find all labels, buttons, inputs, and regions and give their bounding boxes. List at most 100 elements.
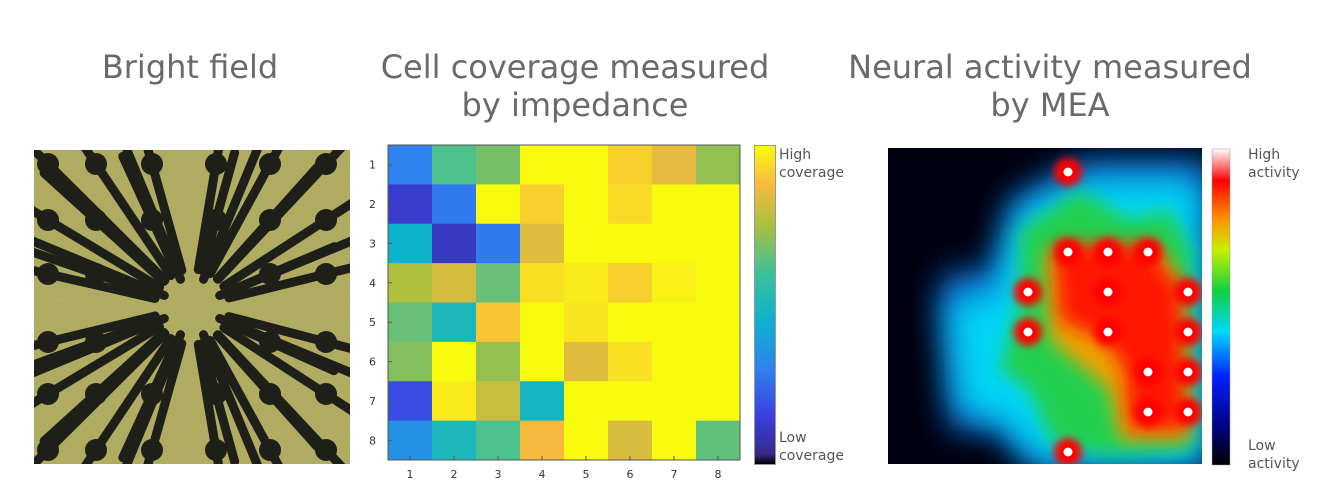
- mea-colorbar-high-label: High activity: [1248, 146, 1300, 182]
- impedance-colorbar-high-label: High coverage: [779, 146, 844, 182]
- bf-electrode-pad: [85, 439, 107, 461]
- heatmap-cell: [476, 302, 521, 343]
- bf-electrode-pad: [85, 263, 107, 285]
- bf-electrode-pad: [37, 209, 59, 231]
- impedance-y-ticks: 1 2 3 4 5 6 7 8: [369, 159, 392, 447]
- bf-electrode-pad: [85, 153, 107, 175]
- bf-electrode-pad: [315, 153, 337, 175]
- heatmap-cell: [652, 381, 697, 422]
- mea-hotspot-core: [1183, 367, 1193, 377]
- impedance-cells: [388, 145, 741, 461]
- heatmap-cell: [564, 184, 609, 225]
- heatmap-cell: [608, 302, 653, 343]
- heatmap-cell: [388, 145, 433, 185]
- heatmap-cell: [652, 302, 697, 343]
- mea-hotspot-core: [1143, 247, 1153, 257]
- mea-hotspot-core: [1183, 327, 1193, 337]
- heatmap-cell: [432, 184, 477, 225]
- heatmap-cell: [564, 223, 609, 264]
- bf-electrode-pad: [259, 439, 281, 461]
- bf-electrode-pad: [315, 209, 337, 231]
- mea-hotspot-core: [1103, 287, 1113, 297]
- y-tick-label: 8: [369, 434, 376, 447]
- heatmap-cell: [696, 381, 741, 422]
- heatmap-cell: [520, 381, 565, 422]
- mea-hotspot-core: [1063, 247, 1073, 257]
- bf-electrode-pad: [85, 331, 107, 353]
- bf-electrode-pad: [259, 209, 281, 231]
- heatmap-cell: [388, 223, 433, 264]
- heatmap-cell: [652, 263, 697, 304]
- x-tick-label: 2: [451, 468, 458, 481]
- y-tick-label: 4: [369, 277, 376, 290]
- mea-high-line1: High: [1248, 147, 1281, 163]
- bf-trace: [34, 314, 169, 378]
- bf-trace: [199, 150, 262, 284]
- bf-trace: [199, 330, 262, 464]
- heatmap-cell: [388, 420, 433, 461]
- x-tick-label: 6: [627, 468, 634, 481]
- bright-field-image: [34, 150, 350, 464]
- mea-title: Neural activity measured by MEA: [840, 48, 1260, 124]
- mea-hotspot-core: [1143, 367, 1153, 377]
- heatmap-cell: [652, 184, 697, 225]
- heatmap-cell: [388, 341, 433, 382]
- heatmap-cell: [520, 341, 565, 382]
- bf-trace: [34, 236, 169, 300]
- y-tick-label: 7: [369, 395, 376, 408]
- bf-electrode-pad: [37, 263, 59, 285]
- impedance-title: Cell coverage measured by impedance: [370, 48, 780, 124]
- heatmap-cell: [520, 420, 565, 461]
- x-tick-label: 5: [583, 468, 590, 481]
- mea-hotspot-core: [1103, 327, 1113, 337]
- heatmap-cell: [520, 145, 565, 185]
- bf-electrode-pad: [37, 331, 59, 353]
- heatmap-cell: [432, 420, 477, 461]
- heatmap-cell: [652, 145, 697, 185]
- bf-electrode-pad: [141, 383, 163, 405]
- bright-field-svg: [34, 150, 350, 464]
- heatmap-cell: [476, 263, 521, 304]
- bf-trace: [215, 236, 350, 300]
- mea-title-line2: by MEA: [990, 86, 1110, 124]
- bf-electrode-pad: [37, 153, 59, 175]
- mea-low-line1: Low: [1248, 438, 1276, 454]
- bf-electrode-pad: [205, 439, 227, 461]
- bf-trace: [122, 330, 185, 464]
- heatmap-cell: [608, 223, 653, 264]
- heatmap-cell: [476, 223, 521, 264]
- heatmap-cell: [564, 381, 609, 422]
- heatmap-cell: [520, 223, 565, 264]
- y-tick-label: 5: [369, 316, 376, 329]
- heatmap-cell: [476, 420, 521, 461]
- bf-trace: [215, 314, 350, 378]
- heatmap-cell: [608, 184, 653, 225]
- bf-electrodes: [37, 153, 337, 461]
- heatmap-cell: [652, 223, 697, 264]
- heatmap-cell: [388, 184, 433, 225]
- heatmap-cell: [388, 263, 433, 304]
- heatmap-cell: [476, 381, 521, 422]
- y-tick-label: 1: [369, 159, 376, 172]
- heatmap-cell: [388, 381, 433, 422]
- bf-electrode-pad: [259, 331, 281, 353]
- heatmap-cell: [564, 341, 609, 382]
- heatmap-cell: [388, 302, 433, 343]
- x-tick-label: 4: [539, 468, 546, 481]
- mea-activity-map: [880, 140, 1320, 480]
- heatmap-cell: [520, 184, 565, 225]
- x-tick-label: 3: [495, 468, 502, 481]
- mea-low-line2: activity: [1248, 456, 1300, 472]
- mea-title-line1: Neural activity measured: [848, 48, 1252, 86]
- bf-electrode-pad: [205, 153, 227, 175]
- impedance-heatmap-svg: 1 2 3 4 5 6 7 8 1 2 3 4 5 6 7 8: [369, 144, 741, 481]
- mea-high-line2: activity: [1248, 165, 1300, 181]
- bf-electrode-pad: [259, 153, 281, 175]
- mea-hotspot-core: [1063, 447, 1073, 457]
- heatmap-cell: [696, 263, 741, 304]
- heatmap-cell: [696, 145, 741, 185]
- impedance-title-line2: by impedance: [461, 86, 689, 124]
- heatmap-cell: [476, 184, 521, 225]
- x-tick-label: 1: [407, 468, 414, 481]
- x-tick-label: 8: [715, 468, 722, 481]
